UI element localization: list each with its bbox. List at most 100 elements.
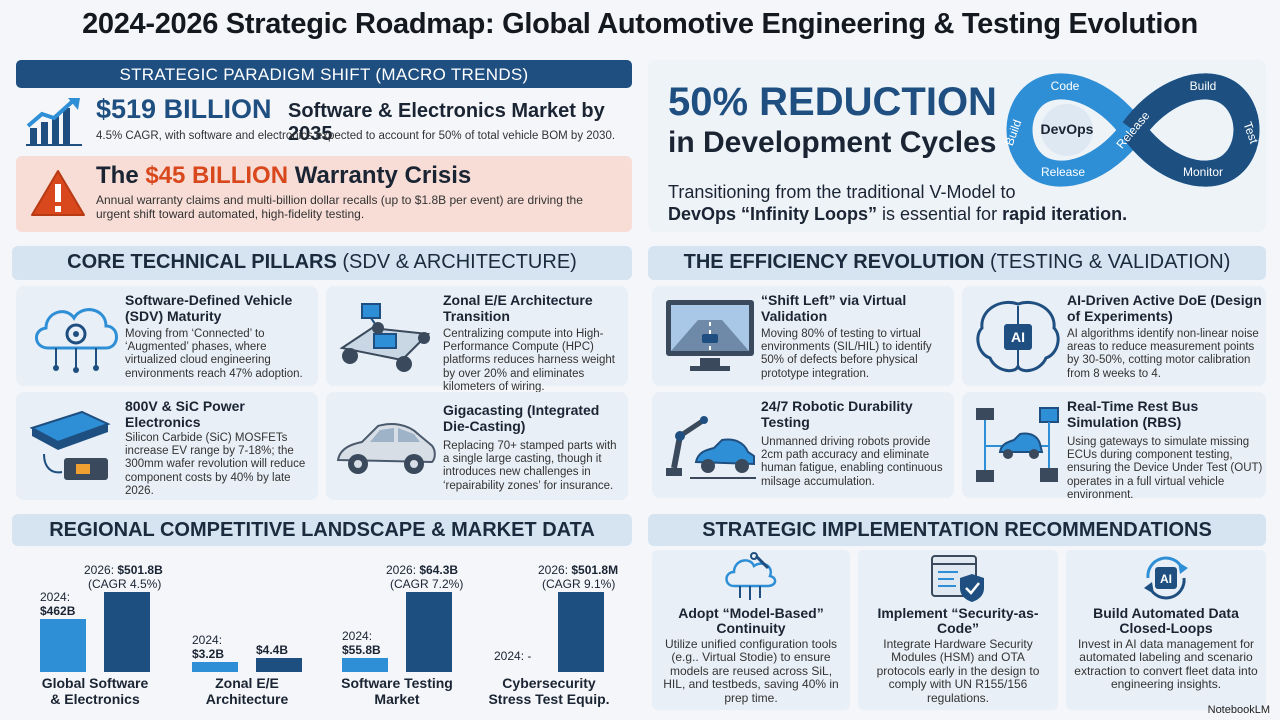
- category-label: Market: [374, 691, 419, 707]
- bar-2026: [558, 592, 604, 672]
- category-label: Architecture: [206, 691, 289, 707]
- recommendation-text: Integrate Hardware Security Modules (HSM…: [876, 637, 1040, 705]
- efficiency-text: Using gateways to simulate missing ECUs …: [1067, 436, 1263, 501]
- efficiency-header: THE EFFICIENCY REVOLUTION (TESTING & VAL…: [648, 246, 1266, 280]
- devops-infinity-loop: DevOps Code Build Release Release Build …: [1003, 73, 1261, 187]
- efficiency-title: 24/7 Robotic Durability Testing: [761, 398, 913, 431]
- efficiency-card-ai-doe: AI AI-Driven Active DoE (Design of Exper…: [962, 286, 1266, 386]
- pillar-text: Centralizing compute into High-Performan…: [443, 328, 615, 393]
- ai-brain-icon: AI: [976, 301, 1060, 373]
- bar-label-2026: 2026: $501.8B: [84, 563, 163, 577]
- recommendation-card-data-loops: AI Build Automated Data Closed-Loops Inv…: [1066, 550, 1266, 710]
- ai-loop-label: AI: [1160, 572, 1172, 586]
- pillar-text: Silicon Carbide (SiC) MOSFETs increase E…: [125, 432, 306, 497]
- pillar-card-sdv: Software-Defined Vehicle (SDV) Maturity …: [16, 286, 318, 386]
- devops-line2-mid: is essential for: [877, 204, 1003, 224]
- bar-2024: [192, 662, 238, 672]
- macro-trends-header: STRATEGIC PARADIGM SHIFT (MACRO TRENDS): [16, 60, 632, 88]
- bar-label-2024: 2024:: [40, 590, 70, 604]
- category-label: Cybersecurity: [502, 675, 596, 691]
- bar-2026: [406, 592, 452, 672]
- bar-value-2026: $4.4B: [256, 643, 288, 657]
- cloud-gear-icon: [35, 308, 118, 373]
- recommendation-title: Implement “Security-as-Code”: [877, 605, 1039, 637]
- recommendation-title: Adopt “Model-Based” Continuity: [678, 605, 824, 637]
- recommendations-header-text: STRATEGIC IMPLEMENTATION RECOMMENDATIONS: [702, 519, 1212, 541]
- bar-label-2026: 2026: $64.3B: [386, 563, 458, 577]
- recommendation-text: Utilize unified configuration tools (e.g…: [663, 637, 839, 705]
- category-label: Software Testing: [341, 675, 453, 691]
- pillars-header-rest: (SDV & ARCHITECTURE): [336, 251, 577, 273]
- recommendation-card-security: Implement “Security-as-Code” Integrate H…: [858, 550, 1058, 710]
- bar-value-2024: $462B: [40, 604, 76, 618]
- regional-header-text: REGIONAL COMPETITIVE LANDSCAPE & MARKET …: [49, 519, 595, 541]
- devops-panel: 50% REDUCTION in Development Cycles Tran…: [648, 60, 1266, 232]
- warranty-heading: The $45 BILLION Warranty Crisis: [96, 162, 471, 190]
- devops-line2-bold2: rapid iteration.: [1002, 204, 1128, 224]
- devops-center-label: DevOps: [1041, 121, 1094, 137]
- bar-2024: [342, 658, 388, 672]
- loop-code-label: Code: [1051, 79, 1080, 93]
- reduction-label: in Development Cycles: [668, 126, 997, 159]
- bar-cagr-2026: (CAGR 4.5%): [88, 577, 161, 591]
- pillars-header-bold: CORE TECHNICAL PILLARS: [67, 251, 337, 273]
- notebooklm-brand: NotebookLM: [1207, 704, 1270, 716]
- market-value: $519 BILLION: [96, 94, 272, 124]
- devops-line1: Transitioning from the traditional V-Mod…: [668, 182, 1016, 202]
- bar-2026: [256, 658, 302, 672]
- recommendation-card-model-based: Adopt “Model-Based” Continuity Utilize u…: [652, 550, 850, 710]
- efficiency-title: Real-Time Rest Bus Simulation (RBS): [1067, 398, 1199, 431]
- efficiency-title: AI-Driven Active DoE (Design of Experime…: [1067, 292, 1262, 325]
- efficiency-header-bold: THE EFFICIENCY REVOLUTION: [683, 251, 985, 273]
- loop-build-right-label: Build: [1190, 79, 1217, 93]
- efficiency-card-rbs: Real-Time Rest Bus Simulation (RBS) Usin…: [962, 392, 1266, 501]
- pillar-title: Software-Defined Vehicle (SDV) Maturity: [125, 292, 293, 325]
- warranty-crisis-card: The $45 BILLION Warranty Crisis Annual w…: [16, 156, 632, 232]
- cloud-wrench-icon: [725, 552, 777, 600]
- pillar-text: Moving from ‘Connected’ to ‘Augmented’ p…: [125, 328, 303, 380]
- growth-chart-icon: [26, 98, 82, 146]
- bar-label-2026: 2026: $501.8M: [538, 563, 618, 577]
- pillar-card-zonal: Zonal E/E Architecture Transition Centra…: [326, 286, 628, 393]
- recommendation-text: Invest in AI data management for automat…: [1074, 637, 1258, 692]
- devops-line2: DevOps “Infinity Loops” is essential for…: [668, 204, 1127, 225]
- loop-release-left-label: Release: [1041, 165, 1085, 179]
- recommendations-header: STRATEGIC IMPLEMENTATION RECOMMENDATIONS: [648, 514, 1266, 546]
- devops-line2-bold: DevOps “Infinity Loops”: [668, 204, 878, 224]
- bar-2026: [104, 592, 150, 672]
- bar-2024: [40, 619, 86, 672]
- pillar-title: 800V & SiC Power Electronics: [125, 398, 245, 431]
- pillar-title: Gigacasting (Integrated Die-Casting): [443, 402, 600, 435]
- bar-label-2024: 2024: -: [494, 649, 531, 663]
- category-label: Zonal E/E: [215, 675, 279, 691]
- regional-header: REGIONAL COMPETITIVE LANDSCAPE & MARKET …: [12, 514, 632, 546]
- page-title: 2024-2026 Strategic Roadmap: Global Auto…: [82, 8, 1198, 40]
- efficiency-card-shift-left: “Shift Left” via Virtual Validation Movi…: [652, 286, 954, 386]
- robot-arm-car-icon: [666, 416, 756, 479]
- car-icon: [336, 423, 436, 474]
- pillars-header: CORE TECHNICAL PILLARS (SDV & ARCHITECTU…: [12, 246, 632, 280]
- pillar-text: Replacing 70+ stamped parts with a singl…: [443, 440, 617, 492]
- car-chassis-icon: [339, 303, 431, 372]
- pillar-title: Zonal E/E Architecture Transition: [443, 292, 593, 325]
- pillar-card-gigacasting: Gigacasting (Integrated Die-Casting) Rep…: [326, 392, 628, 500]
- efficiency-text: AI algorithms identify non-linear noise …: [1067, 328, 1259, 380]
- battery-chip-icon: [29, 410, 111, 480]
- efficiency-text: Moving 80% of testing to virtual environ…: [761, 328, 932, 380]
- reduction-value: 50% REDUCTION: [668, 80, 997, 124]
- efficiency-header-rest: (TESTING & VALIDATION): [984, 251, 1231, 273]
- category-label: Stress Test Equip.: [488, 691, 609, 707]
- loop-monitor-label: Monitor: [1183, 165, 1223, 179]
- efficiency-card-robotic: 24/7 Robotic Durability Testing Unmanned…: [652, 392, 954, 498]
- warranty-text: Annual warranty claims and multi-billion…: [96, 193, 583, 221]
- bar-cagr-2026: (CAGR 7.2%): [390, 577, 463, 591]
- warranty-heading-post: Warranty Crisis: [288, 162, 472, 189]
- bar-value-2024: $3.2B: [192, 647, 224, 661]
- ai-chip-label: AI: [1011, 329, 1025, 345]
- bar-label-2024: 2024:: [192, 633, 222, 647]
- bar-label-2024: 2024:: [342, 629, 372, 643]
- efficiency-text: Unmanned driving robots provide 2cm path…: [761, 436, 943, 488]
- warranty-value: $45 BILLION: [145, 162, 289, 189]
- bar-value-2024: $55.8B: [342, 643, 381, 657]
